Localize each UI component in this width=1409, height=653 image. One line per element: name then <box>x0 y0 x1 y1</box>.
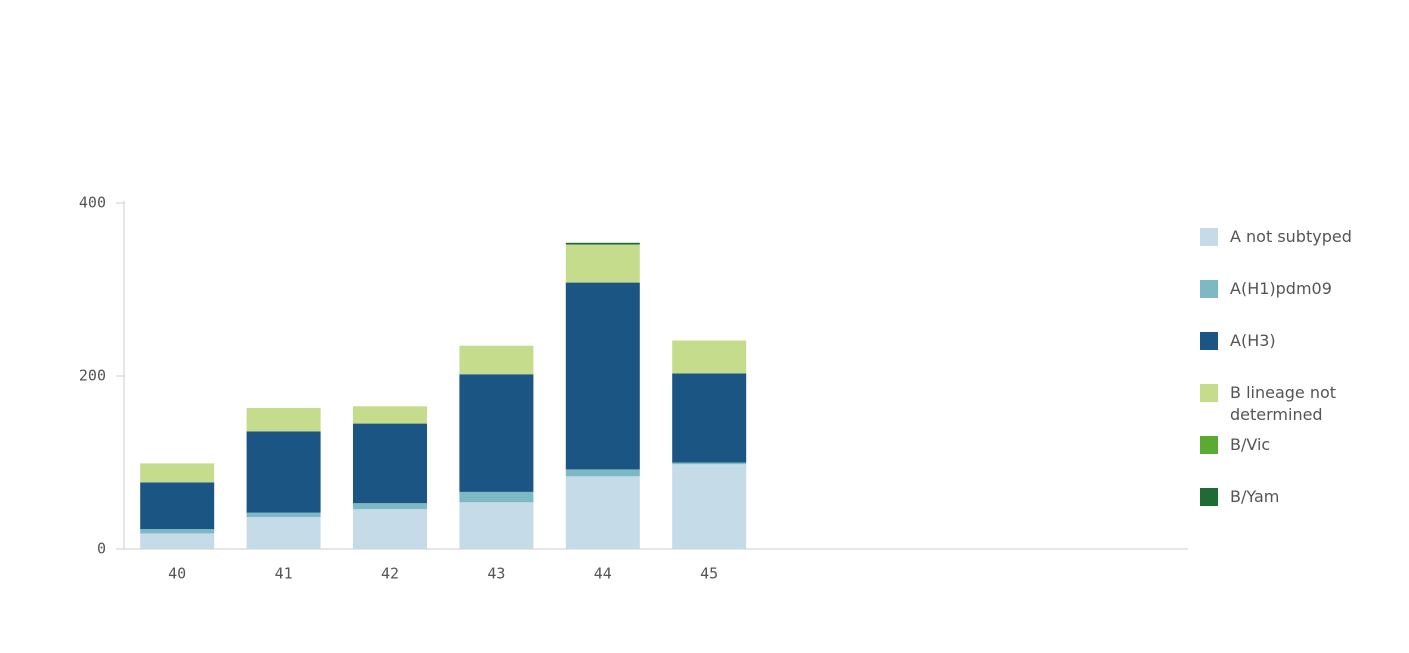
bar-segment <box>246 431 321 513</box>
legend-label: B/Vic <box>1230 435 1271 454</box>
legend-swatch <box>1200 280 1218 298</box>
legend-item: B lineage not determined <box>1200 382 1360 434</box>
bar-segment <box>565 242 640 245</box>
bar-segment <box>565 282 640 470</box>
legend-label: A not subtyped <box>1230 227 1352 246</box>
bar-segment <box>353 423 427 504</box>
bar-segment <box>565 476 640 549</box>
bar-segment <box>246 408 321 432</box>
bar-segment <box>246 516 321 549</box>
y-tick-label: 400 <box>79 194 106 212</box>
chart: 0 200 400 40 41 42 43 44 45 <box>79 194 1188 583</box>
bar-segment <box>459 502 534 549</box>
x-tick-label: 42 <box>381 565 399 583</box>
bar-segment <box>672 340 747 374</box>
x-tick-label: 45 <box>700 565 718 583</box>
legend-item: A(H3) <box>1200 330 1360 382</box>
legend-swatch <box>1200 332 1218 350</box>
bar-segment <box>140 529 215 534</box>
bar-segment <box>459 345 534 375</box>
legend-item: B/Vic <box>1200 434 1360 486</box>
legend-item: B/Yam <box>1200 486 1360 538</box>
x-tick-label: 43 <box>487 565 505 583</box>
bar-segment <box>353 509 427 549</box>
bar-segment <box>672 464 747 549</box>
bar-segment <box>565 469 640 477</box>
legend-label: B lineage not determined <box>1230 383 1337 424</box>
legend-label: A(H3) <box>1230 331 1276 350</box>
legend-swatch <box>1200 436 1218 454</box>
bar-segment <box>353 406 427 424</box>
legend-item: A(H1)pdm09 <box>1200 278 1360 330</box>
legend-item: A not subtyped <box>1200 226 1360 278</box>
bar-segment <box>459 374 534 492</box>
x-tick-label: 44 <box>594 565 612 583</box>
bar-segment <box>140 482 215 530</box>
x-tick-label: 41 <box>275 565 293 583</box>
bar-segment <box>672 462 747 465</box>
bar-segment <box>140 463 215 483</box>
legend-label: A(H1)pdm09 <box>1230 279 1332 298</box>
bar-segment <box>459 491 534 503</box>
legend-label: B/Yam <box>1230 487 1280 506</box>
legend-swatch <box>1200 384 1218 402</box>
bar-segment <box>140 533 215 549</box>
bar-segment <box>565 244 640 283</box>
bar-segment <box>246 512 321 517</box>
legend-swatch <box>1200 488 1218 506</box>
legend: A not subtyped A(H1)pdm09 A(H3) B lineage n… <box>1200 226 1360 538</box>
x-tick-label: 40 <box>168 565 186 583</box>
bar-segment <box>672 373 747 463</box>
y-tick-label: 200 <box>79 367 106 385</box>
y-tick-label: 0 <box>97 540 106 558</box>
legend-swatch <box>1200 228 1218 246</box>
bar-segment <box>353 503 427 510</box>
